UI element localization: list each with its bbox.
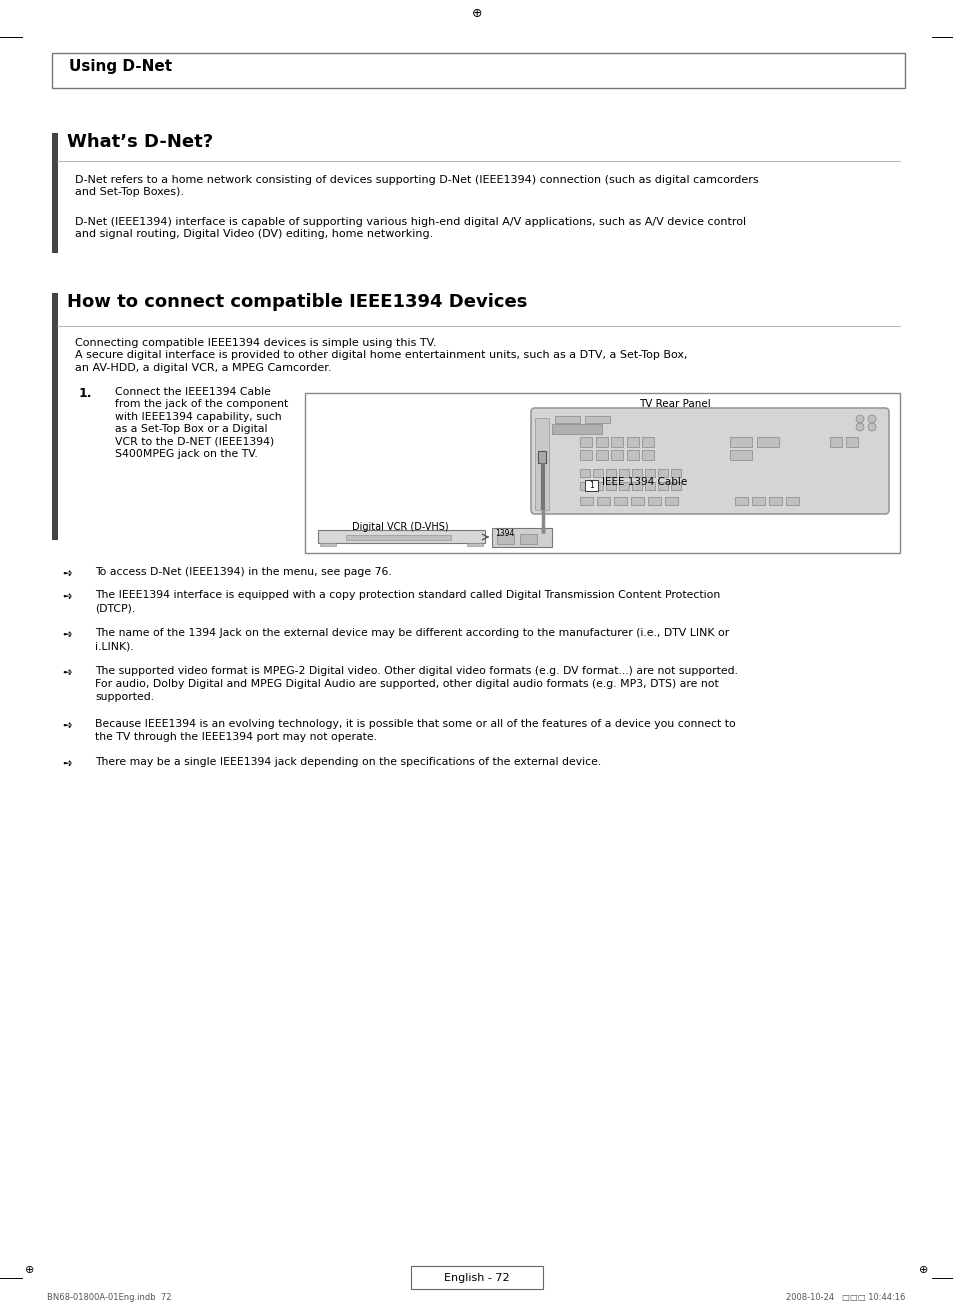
Text: ➺: ➺ bbox=[62, 719, 71, 732]
Bar bbox=[535, 418, 548, 510]
Bar bbox=[631, 483, 641, 490]
Circle shape bbox=[855, 416, 863, 423]
Bar bbox=[670, 469, 680, 477]
Bar bbox=[552, 423, 601, 434]
Bar bbox=[346, 535, 451, 540]
Bar bbox=[626, 450, 638, 460]
Text: The supported video format is MPEG-2 Digital video. Other digital video formats : The supported video format is MPEG-2 Dig… bbox=[95, 667, 738, 702]
Bar bbox=[579, 483, 589, 490]
Bar bbox=[729, 450, 751, 460]
Bar bbox=[317, 530, 484, 543]
Text: ➺: ➺ bbox=[62, 567, 71, 580]
Bar bbox=[631, 469, 641, 477]
Bar bbox=[785, 497, 799, 505]
Text: D-Net refers to a home network consisting of devices supporting D-Net (IEEE1394): D-Net refers to a home network consistin… bbox=[75, 175, 758, 197]
Bar bbox=[658, 469, 667, 477]
Bar bbox=[729, 437, 751, 447]
Text: ➺: ➺ bbox=[62, 667, 71, 680]
Text: The IEEE1394 interface is equipped with a copy protection standard called Digita: The IEEE1394 interface is equipped with … bbox=[95, 590, 720, 613]
Text: 1.: 1. bbox=[79, 387, 92, 400]
Text: D-Net (IEEE1394) interface is capable of supporting various high-end digital A/V: D-Net (IEEE1394) interface is capable of… bbox=[75, 217, 745, 239]
Bar bbox=[584, 480, 598, 490]
Bar bbox=[630, 497, 643, 505]
Bar bbox=[829, 437, 841, 447]
Bar bbox=[610, 450, 622, 460]
Bar bbox=[614, 497, 626, 505]
Bar bbox=[52, 293, 57, 540]
Bar bbox=[593, 483, 602, 490]
Bar bbox=[579, 437, 592, 447]
Text: How to connect compatible IEEE1394 Devices: How to connect compatible IEEE1394 Devic… bbox=[67, 293, 527, 312]
Bar bbox=[751, 497, 764, 505]
Bar bbox=[579, 469, 589, 477]
Bar bbox=[845, 437, 857, 447]
Text: BN68-01800A-01Eng.indb  72: BN68-01800A-01Eng.indb 72 bbox=[47, 1293, 172, 1302]
Bar bbox=[497, 534, 514, 544]
Bar bbox=[670, 483, 680, 490]
Bar bbox=[768, 497, 781, 505]
Bar bbox=[618, 469, 628, 477]
Bar bbox=[595, 450, 607, 460]
Bar bbox=[593, 469, 602, 477]
Text: To access D-Net (IEEE1394) in the menu, see page 76.: To access D-Net (IEEE1394) in the menu, … bbox=[95, 567, 392, 577]
Bar bbox=[555, 416, 579, 423]
Bar bbox=[658, 483, 667, 490]
FancyBboxPatch shape bbox=[531, 408, 888, 514]
Text: Digital VCR (D-VHS): Digital VCR (D-VHS) bbox=[352, 522, 448, 533]
Bar bbox=[605, 483, 616, 490]
Text: Using D-Net: Using D-Net bbox=[69, 59, 172, 74]
Bar bbox=[641, 450, 654, 460]
Bar bbox=[319, 543, 335, 546]
Bar bbox=[644, 469, 655, 477]
Bar bbox=[584, 416, 609, 423]
Bar bbox=[597, 497, 609, 505]
Bar bbox=[467, 543, 482, 546]
Circle shape bbox=[855, 423, 863, 431]
Bar bbox=[626, 437, 638, 447]
Bar bbox=[644, 483, 655, 490]
Text: 2008-10-24   □□□ 10:44:16: 2008-10-24 □□□ 10:44:16 bbox=[785, 1293, 904, 1302]
FancyBboxPatch shape bbox=[411, 1266, 542, 1289]
Bar bbox=[757, 437, 779, 447]
Text: ⊕: ⊕ bbox=[919, 1265, 927, 1276]
Text: The name of the 1394 Jack on the external device may be different according to t: The name of the 1394 Jack on the externa… bbox=[95, 629, 728, 651]
Text: ⊕: ⊕ bbox=[471, 7, 482, 20]
Text: ⊕: ⊕ bbox=[26, 1265, 34, 1276]
Text: ➺: ➺ bbox=[62, 590, 71, 604]
Bar bbox=[664, 497, 678, 505]
Text: English - 72: English - 72 bbox=[444, 1273, 509, 1283]
Bar bbox=[579, 450, 592, 460]
Text: TV Rear Panel: TV Rear Panel bbox=[639, 398, 710, 409]
Bar bbox=[492, 529, 552, 547]
Text: ➺: ➺ bbox=[62, 629, 71, 642]
Bar bbox=[734, 497, 747, 505]
Bar bbox=[610, 437, 622, 447]
Circle shape bbox=[867, 423, 875, 431]
Text: ➺: ➺ bbox=[62, 757, 71, 771]
Text: There may be a single IEEE1394 jack depending on the specifications of the exter: There may be a single IEEE1394 jack depe… bbox=[95, 757, 600, 767]
Text: What’s D-Net?: What’s D-Net? bbox=[67, 133, 213, 151]
Bar bbox=[647, 497, 660, 505]
Text: IEEE 1394 Cable: IEEE 1394 Cable bbox=[601, 477, 686, 487]
Circle shape bbox=[867, 416, 875, 423]
Bar bbox=[52, 133, 57, 252]
Text: 1394: 1394 bbox=[495, 529, 514, 538]
Bar bbox=[579, 497, 593, 505]
Bar bbox=[595, 437, 607, 447]
Bar bbox=[618, 483, 628, 490]
Bar bbox=[605, 469, 616, 477]
Text: Connecting compatible IEEE1394 devices is simple using this TV.
A secure digital: Connecting compatible IEEE1394 devices i… bbox=[75, 338, 687, 372]
Text: Because IEEE1394 is an evolving technology, it is possible that some or all of t: Because IEEE1394 is an evolving technolo… bbox=[95, 719, 735, 742]
Bar bbox=[519, 534, 537, 544]
Bar bbox=[641, 437, 654, 447]
Text: 1: 1 bbox=[589, 481, 594, 490]
Bar bbox=[305, 393, 899, 554]
Bar bbox=[537, 451, 545, 463]
Text: Connect the IEEE1394 Cable
from the jack of the component
with IEEE1394 capabili: Connect the IEEE1394 Cable from the jack… bbox=[115, 387, 288, 459]
Bar bbox=[52, 53, 904, 88]
